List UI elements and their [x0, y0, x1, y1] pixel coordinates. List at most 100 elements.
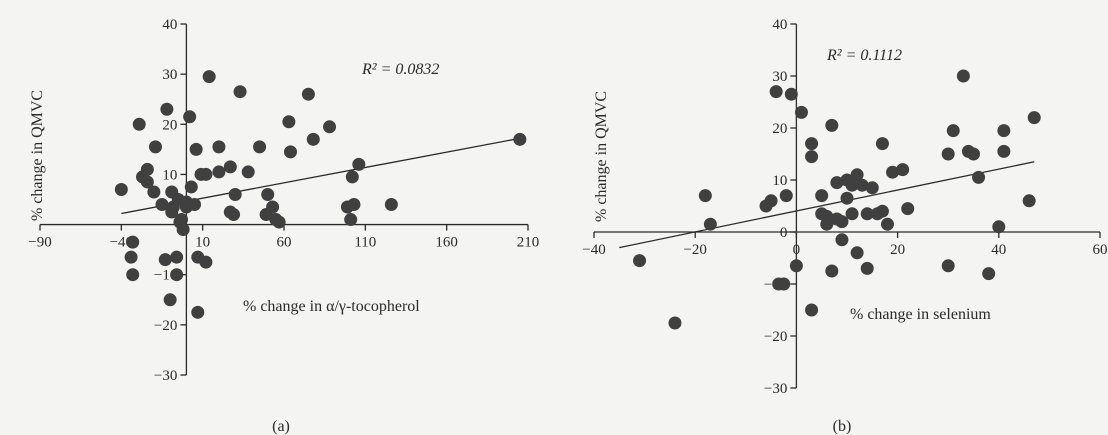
panel-b-x-tick-label: −40	[582, 242, 605, 258]
panel-b-x-tick-label: 60	[1093, 242, 1108, 258]
panel-b-data-point	[972, 171, 985, 184]
panel-a-data-point	[133, 118, 146, 131]
panel-b-data-point	[841, 192, 854, 205]
panel-b-data-point	[866, 181, 879, 194]
panel-b-data-point	[699, 189, 712, 202]
panel-b-data-point	[982, 267, 995, 280]
panel-a-data-point	[141, 163, 154, 176]
panel-a-data-point	[199, 168, 212, 181]
panel-a-x-tick-label: 160	[435, 235, 458, 251]
panel-b-data-point	[851, 246, 864, 259]
panel-b-x-tick-label: 40	[991, 242, 1006, 258]
panel-a-data-point	[229, 188, 242, 201]
panel-a-data-point	[212, 140, 225, 153]
panel-a-x-tick-label: 210	[517, 235, 540, 251]
panel-a-data-point	[160, 103, 173, 116]
panel-b-trendline	[619, 162, 1034, 248]
panel-a-data-point	[164, 293, 177, 306]
panel-b-data-point	[1028, 111, 1041, 124]
panel-a-data-point	[227, 208, 240, 221]
chart-marks: −90 −40 10 60 110 160 210−30−20−1010203040−40−…	[28, 17, 1107, 397]
panel-a-data-point	[284, 145, 297, 158]
panel-b-x-tick-label: −20	[683, 242, 706, 258]
panel-b-xlabel: % change in selenium	[850, 306, 991, 323]
panel-a-x-tick-label: 60	[277, 235, 292, 251]
panel-a-xlabel: % change in α/γ-tocopherol	[243, 298, 420, 315]
panel-b-data-point	[957, 70, 970, 83]
panel-b-data-point	[876, 137, 889, 150]
panel-b-data-point	[992, 220, 1005, 233]
panel-b-x-tick-label: 0	[793, 242, 801, 258]
panel-a-data-point	[302, 88, 315, 101]
panel-a-y-tick-label: 30	[162, 67, 177, 83]
panel-b-data-point	[825, 119, 838, 132]
panel-a-data-point	[234, 85, 247, 98]
panel-a-data-point	[126, 236, 139, 249]
panel-a-y-tick-label: 20	[162, 117, 177, 133]
panel-a-y-tick-label: 40	[162, 17, 177, 33]
panel-a-data-point	[273, 216, 286, 229]
panel-b-data-point	[795, 106, 808, 119]
panel-a-data-point	[191, 306, 204, 319]
panel-a-x-tick-label: 10	[195, 235, 210, 251]
panel-a-data-point	[212, 165, 225, 178]
panel-b-data-point	[881, 218, 894, 231]
panel-b-y-tick-label: 0	[780, 225, 788, 241]
panel-b-y-tick-label: 20	[772, 121, 787, 137]
panel-a-ylabel: % change in QMVC	[29, 90, 46, 221]
panel-a-data-point	[513, 133, 526, 146]
panel-a-data-point	[147, 185, 160, 198]
panel-b-data-point	[777, 278, 790, 291]
panel-a: % change in QMVC % change in α/γ-tocophe…	[29, 61, 439, 435]
panel-a-annotation: R² = 0.0832	[361, 61, 439, 78]
panel-b-data-point	[967, 148, 980, 161]
panel-b-data-point	[876, 205, 889, 218]
panel-a-data-point	[149, 140, 162, 153]
panel-a-data-point	[347, 198, 360, 211]
panel-b-data-point	[825, 265, 838, 278]
panel-b-data-point	[815, 189, 828, 202]
panel-b-y-tick-label: 30	[772, 69, 787, 85]
panel-b-data-point	[835, 233, 848, 246]
panel-b-ylabel: % change in QMVC	[593, 91, 610, 222]
panel-a-data-point	[242, 165, 255, 178]
panel-b-y-tick-label: −30	[764, 381, 787, 397]
panel-a-data-point	[323, 120, 336, 133]
panel-a-data-point	[307, 133, 320, 146]
panel-a-data-point	[282, 115, 295, 128]
panel-a-data-point	[224, 160, 237, 173]
panel-a-data-point	[199, 256, 212, 269]
panel-a-x-tick-label: −90	[28, 235, 51, 251]
panel-a-data-point	[183, 110, 196, 123]
panel-b-y-tick-label: −20	[764, 329, 787, 345]
panel-a-data-point	[344, 213, 357, 226]
panel-a-y-tick-label: −20	[154, 318, 177, 334]
panel-b-y-tick-label: 10	[772, 173, 787, 189]
panel-a-data-point	[126, 268, 139, 281]
panel-a-data-point	[352, 158, 365, 171]
panel-a-data-point	[261, 188, 274, 201]
panel-b-annotation: R² = 0.1112	[826, 47, 902, 64]
panel-b-data-point	[947, 124, 960, 137]
panel-a-y-tick-label: 10	[162, 167, 177, 183]
panel-b-data-point	[805, 150, 818, 163]
panel-b-data-point	[846, 207, 859, 220]
panel-b-x-tick-label: 20	[890, 242, 905, 258]
panel-a-data-point	[177, 223, 190, 236]
panel-a-data-point	[170, 268, 183, 281]
panel-b-plot: −40−200204060−30−20−10010203040	[582, 17, 1107, 397]
panel-a-data-point	[125, 251, 138, 264]
panel-a-data-point	[170, 251, 183, 264]
panel-b-data-point	[780, 189, 793, 202]
panel-a-caption: (a)	[272, 418, 290, 435]
panel-b-data-point	[805, 137, 818, 150]
panel-b-data-point	[896, 163, 909, 176]
panel-b-data-point	[901, 202, 914, 215]
panel-b-data-point	[704, 218, 717, 231]
panel-b-data-point	[668, 317, 681, 330]
panel-b-data-point	[805, 304, 818, 317]
panel-a-data-point	[266, 201, 279, 214]
panel-b-data-point	[633, 254, 646, 267]
panel-a-data-point	[185, 180, 198, 193]
